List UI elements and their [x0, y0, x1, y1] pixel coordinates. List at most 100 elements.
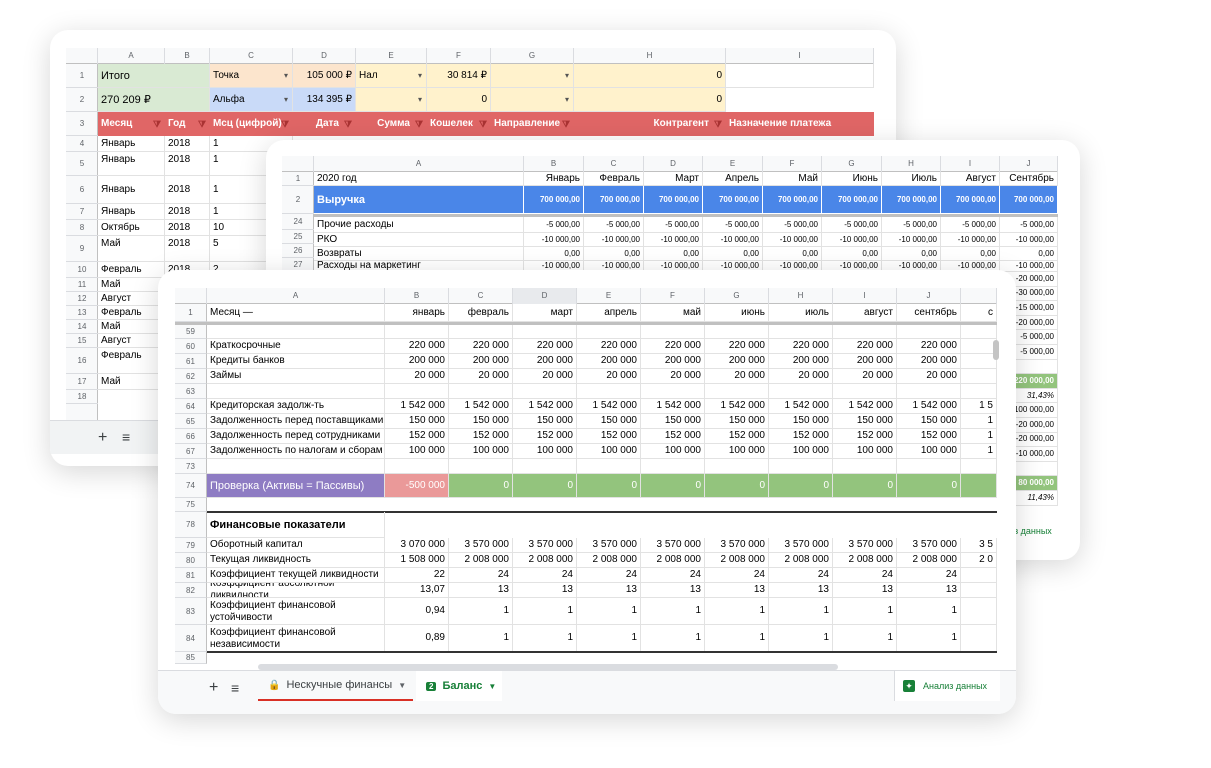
- value-cell[interactable]: 100 000: [769, 444, 833, 459]
- check-value[interactable]: 0: [833, 474, 897, 498]
- ratio-value[interactable]: 24: [705, 568, 769, 583]
- value-cell[interactable]: [961, 459, 997, 474]
- bank-amount[interactable]: 134 395 ₽: [293, 88, 356, 112]
- ratio-value[interactable]: 2 008 000: [577, 553, 641, 568]
- row-number[interactable]: 10: [66, 262, 98, 278]
- year-cell[interactable]: 2018: [165, 176, 210, 204]
- right-column-value[interactable]: [1000, 359, 1058, 375]
- ratio-value[interactable]: 24: [449, 568, 513, 583]
- value-cell[interactable]: [833, 459, 897, 474]
- ratio-value[interactable]: 3 570 000: [897, 538, 961, 553]
- ratio-value[interactable]: 1: [769, 625, 833, 652]
- value-cell[interactable]: 20 000: [577, 369, 641, 384]
- row-number[interactable]: 82: [175, 583, 207, 598]
- row-number[interactable]: 4: [66, 136, 98, 152]
- value-cell[interactable]: 20 000: [385, 369, 449, 384]
- row-label[interactable]: Займы: [207, 369, 385, 384]
- header-wallet[interactable]: Кошелек: [427, 112, 491, 136]
- ratio-value[interactable]: 0,94: [385, 598, 449, 625]
- value-cell[interactable]: 200 000: [385, 354, 449, 369]
- row-number[interactable]: 7: [66, 204, 98, 220]
- value-cell[interactable]: [897, 459, 961, 474]
- expense-value[interactable]: 0,00: [703, 247, 763, 261]
- value-cell[interactable]: [449, 325, 513, 339]
- right-column-value[interactable]: -20 000,00: [1000, 315, 1058, 331]
- ratio-value[interactable]: 13: [449, 583, 513, 598]
- ratio-value[interactable]: 1: [769, 598, 833, 625]
- value-cell[interactable]: 150 000: [769, 414, 833, 429]
- row-number[interactable]: 13: [66, 306, 98, 320]
- value-cell[interactable]: 152 000: [897, 429, 961, 444]
- col-header[interactable]: C: [210, 48, 293, 64]
- ratio-value[interactable]: 1: [705, 625, 769, 652]
- value-cell[interactable]: 200 000: [513, 354, 577, 369]
- expense-value[interactable]: 0,00: [524, 247, 584, 261]
- month-cell[interactable]: Январь: [98, 136, 165, 152]
- expense-value[interactable]: -5 000,00: [524, 217, 584, 233]
- ratio-value[interactable]: [961, 598, 997, 625]
- ratio-value[interactable]: 3 570 000: [769, 538, 833, 553]
- expense-value[interactable]: -10 000,00: [703, 233, 763, 247]
- value-cell[interactable]: [385, 384, 449, 399]
- cash-amount[interactable]: 30 814 ₽: [427, 64, 491, 88]
- month-header[interactable]: Март: [644, 172, 703, 186]
- row-number[interactable]: 18: [66, 390, 98, 404]
- col-header[interactable]: I: [833, 288, 897, 304]
- expense-value[interactable]: 0,00: [882, 247, 941, 261]
- ratio-value[interactable]: 1: [513, 625, 577, 652]
- ratio-value[interactable]: 24: [833, 568, 897, 583]
- cash-select[interactable]: Нал: [356, 64, 427, 88]
- ratio-value[interactable]: 13: [897, 583, 961, 598]
- ratio-value[interactable]: 13: [641, 583, 705, 598]
- ratio-value[interactable]: 1: [897, 598, 961, 625]
- ratio-value[interactable]: 24: [897, 568, 961, 583]
- value-cell[interactable]: 1 542 000: [705, 399, 769, 414]
- year-cell[interactable]: 2018: [165, 152, 210, 176]
- expense-value[interactable]: -5 000,00: [882, 217, 941, 233]
- ratio-value[interactable]: 2 008 000: [513, 553, 577, 568]
- value-cell[interactable]: [897, 384, 961, 399]
- row-label[interactable]: Краткосрочные: [207, 339, 385, 354]
- value-cell[interactable]: 150 000: [833, 414, 897, 429]
- ratio-value[interactable]: 1: [577, 598, 641, 625]
- col-header[interactable]: J: [1000, 156, 1058, 172]
- month-header[interactable]: май: [641, 304, 705, 322]
- year-cell[interactable]: 2018: [165, 236, 210, 262]
- value-cell[interactable]: 150 000: [577, 414, 641, 429]
- ratio-value[interactable]: 13: [833, 583, 897, 598]
- row-number[interactable]: 62: [175, 369, 207, 384]
- month-cell[interactable]: Май: [98, 278, 165, 292]
- sheet-tab-finances[interactable]: 🔒 Нескучные финансы ▼: [258, 671, 413, 701]
- col-header[interactable]: B: [385, 288, 449, 304]
- ratio-value[interactable]: 24: [577, 568, 641, 583]
- row-number[interactable]: 64: [175, 399, 207, 414]
- value-cell[interactable]: 100 000: [897, 444, 961, 459]
- check-value[interactable]: 0: [513, 474, 577, 498]
- ratio-value[interactable]: 2 008 000: [897, 553, 961, 568]
- ratio-value[interactable]: 1: [577, 625, 641, 652]
- header-year[interactable]: Год: [165, 112, 210, 136]
- ratio-value[interactable]: 13,07: [385, 583, 449, 598]
- header-sum[interactable]: Сумма: [356, 112, 427, 136]
- row-number[interactable]: 85: [175, 652, 207, 664]
- month-header[interactable]: Июнь: [822, 172, 882, 186]
- right-column-value[interactable]: -10 000,00: [1000, 447, 1058, 462]
- month-cell[interactable]: Февраль: [98, 262, 165, 278]
- year-label[interactable]: 2020 год: [314, 172, 524, 186]
- value-cell[interactable]: 200 000: [641, 354, 705, 369]
- month-header[interactable]: январь: [385, 304, 449, 322]
- value-cell[interactable]: 220 000: [513, 339, 577, 354]
- value-cell[interactable]: 1 542 000: [513, 399, 577, 414]
- row-number[interactable]: 24: [282, 214, 314, 230]
- month-cell[interactable]: Январь: [98, 176, 165, 204]
- ratio-value[interactable]: 3 570 000: [705, 538, 769, 553]
- ratio-value[interactable]: 3 070 000: [385, 538, 449, 553]
- col-header[interactable]: D: [644, 156, 703, 172]
- ratio-value[interactable]: 2 008 000: [449, 553, 513, 568]
- revenue-value[interactable]: 700 000,00: [584, 186, 644, 214]
- month-header[interactable]: Май: [763, 172, 822, 186]
- expense-value[interactable]: -10 000,00: [584, 233, 644, 247]
- col-header[interactable]: H: [882, 156, 941, 172]
- ratio-value[interactable]: 1: [641, 598, 705, 625]
- right-column-value[interactable]: 31,43%: [1000, 388, 1058, 404]
